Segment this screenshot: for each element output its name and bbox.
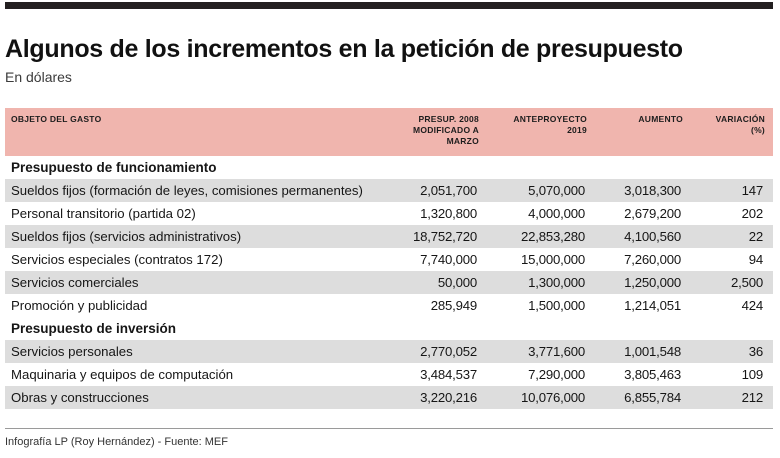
- cell-presup2008: [391, 156, 487, 179]
- cell-ante2019: 7,290,000: [487, 363, 595, 386]
- cell-variacion: [691, 317, 773, 340]
- section-label: Presupuesto de funcionamiento: [5, 156, 391, 179]
- table-row: Servicios comerciales 50,000 1,300,000 1,25…: [5, 271, 773, 294]
- cell-presup2008: 1,320,800: [391, 202, 487, 225]
- cell-aumento: 3,805,463: [595, 363, 691, 386]
- column-header-variacion: VARIACIÓN (%): [691, 108, 773, 156]
- column-header-objeto: OBJETO DEL GASTO: [5, 108, 391, 156]
- row-label: Servicios especiales (contratos 172): [5, 248, 391, 271]
- cell-presup2008: 18,752,720: [391, 225, 487, 248]
- column-header-ante2019: ANTEPROYECTO 2019: [487, 108, 595, 156]
- cell-presup2008: 2,770,052: [391, 340, 487, 363]
- column-header-aumento: AUMENTO: [595, 108, 691, 156]
- units-subtitle: En dólares: [5, 69, 72, 85]
- table-row: Sueldos fijos (servicios administrativos…: [5, 225, 773, 248]
- table-row: Sueldos fijos (formación de leyes, comis…: [5, 179, 773, 202]
- row-label: Servicios personales: [5, 340, 391, 363]
- table-body: Presupuesto de funcionamiento Sueldos fij…: [5, 156, 773, 409]
- table-row: Personal transitorio (partida 02) 1,320,8…: [5, 202, 773, 225]
- cell-variacion: 22: [691, 225, 773, 248]
- top-divider-rule: [5, 2, 773, 9]
- section-label: Presupuesto de inversión: [5, 317, 391, 340]
- row-label: Sueldos fijos (servicios administrativos…: [5, 225, 391, 248]
- table-row: Promoción y publicidad 285,949 1,500,000 1,…: [5, 294, 773, 317]
- cell-aumento: 2,679,200: [595, 202, 691, 225]
- cell-aumento: 1,250,000: [595, 271, 691, 294]
- table-row: Maquinaria y equipos de computación 3,484…: [5, 363, 773, 386]
- credit-line: Infografía LP (Roy Hernández) - Fuente: …: [5, 436, 228, 448]
- cell-aumento: [595, 156, 691, 179]
- cell-variacion: 36: [691, 340, 773, 363]
- page-title: Algunos de los incrementos en la petició…: [5, 34, 683, 63]
- cell-aumento: [595, 317, 691, 340]
- cell-aumento: 3,018,300: [595, 179, 691, 202]
- table-header: OBJETO DEL GASTO PRESUP. 2008 MODIFICADO…: [5, 108, 773, 156]
- cell-presup2008: 50,000: [391, 271, 487, 294]
- cell-ante2019: [487, 156, 595, 179]
- cell-presup2008: [391, 317, 487, 340]
- cell-presup2008: 285,949: [391, 294, 487, 317]
- cell-variacion: [691, 156, 773, 179]
- table-header-row: OBJETO DEL GASTO PRESUP. 2008 MODIFICADO…: [5, 108, 773, 156]
- row-label: Servicios comerciales: [5, 271, 391, 294]
- cell-variacion: 147: [691, 179, 773, 202]
- cell-variacion: 424: [691, 294, 773, 317]
- row-label: Promoción y publicidad: [5, 294, 391, 317]
- table-section-row: Presupuesto de inversión: [5, 317, 773, 340]
- cell-ante2019: 10,076,000: [487, 386, 595, 409]
- cell-variacion: 2,500: [691, 271, 773, 294]
- table-row: Servicios personales 2,770,052 3,771,600 1,…: [5, 340, 773, 363]
- cell-variacion: 109: [691, 363, 773, 386]
- cell-variacion: 202: [691, 202, 773, 225]
- table-row: Obras y construcciones 3,220,216 10,076,00…: [5, 386, 773, 409]
- cell-aumento: 4,100,560: [595, 225, 691, 248]
- cell-aumento: 6,855,784: [595, 386, 691, 409]
- cell-ante2019: 5,070,000: [487, 179, 595, 202]
- cell-aumento: 1,001,548: [595, 340, 691, 363]
- row-label: Maquinaria y equipos de computación: [5, 363, 391, 386]
- cell-variacion: 212: [691, 386, 773, 409]
- cell-presup2008: 3,220,216: [391, 386, 487, 409]
- footer-divider-rule: [5, 428, 773, 429]
- table-row: Servicios especiales (contratos 172) 7,74…: [5, 248, 773, 271]
- cell-ante2019: 1,300,000: [487, 271, 595, 294]
- cell-ante2019: 4,000,000: [487, 202, 595, 225]
- cell-aumento: 1,214,051: [595, 294, 691, 317]
- row-label: Obras y construcciones: [5, 386, 391, 409]
- row-label: Personal transitorio (partida 02): [5, 202, 391, 225]
- cell-presup2008: 3,484,537: [391, 363, 487, 386]
- table-section-row: Presupuesto de funcionamiento: [5, 156, 773, 179]
- cell-presup2008: 2,051,700: [391, 179, 487, 202]
- cell-ante2019: 22,853,280: [487, 225, 595, 248]
- cell-ante2019: 15,000,000: [487, 248, 595, 271]
- cell-ante2019: [487, 317, 595, 340]
- column-header-presup2008: PRESUP. 2008 MODIFICADO A MARZO: [391, 108, 487, 156]
- cell-ante2019: 1,500,000: [487, 294, 595, 317]
- cell-aumento: 7,260,000: [595, 248, 691, 271]
- cell-variacion: 94: [691, 248, 773, 271]
- cell-ante2019: 3,771,600: [487, 340, 595, 363]
- budget-table: OBJETO DEL GASTO PRESUP. 2008 MODIFICADO…: [5, 108, 773, 409]
- cell-presup2008: 7,740,000: [391, 248, 487, 271]
- row-label: Sueldos fijos (formación de leyes, comis…: [5, 179, 391, 202]
